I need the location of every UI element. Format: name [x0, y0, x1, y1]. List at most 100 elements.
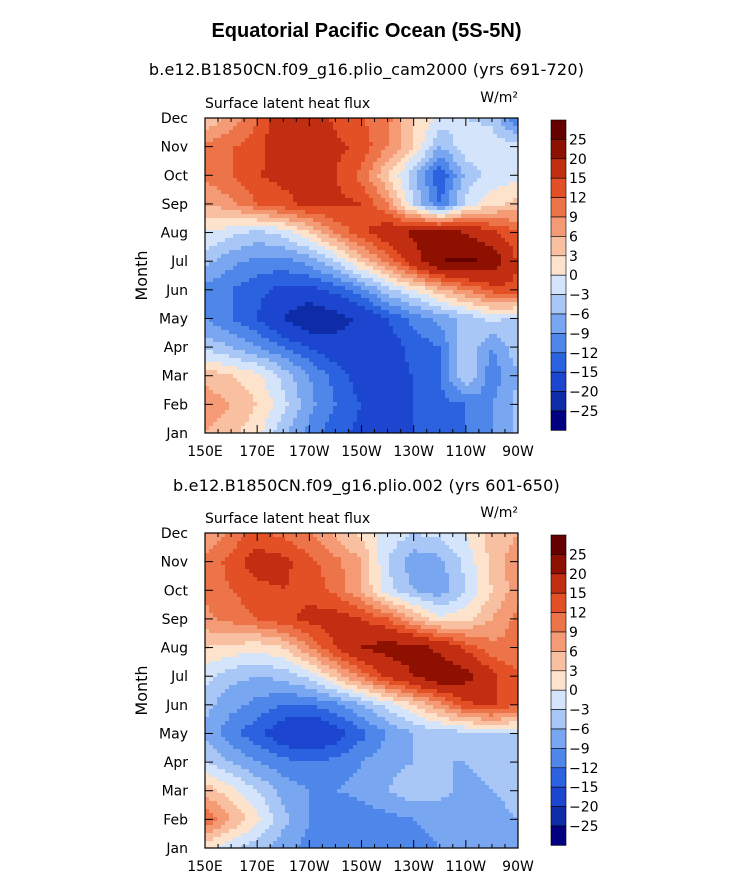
heatmap-cell — [317, 134, 322, 139]
heatmap-cell — [337, 254, 342, 259]
heatmap-cell — [325, 358, 330, 363]
heatmap-cell — [261, 266, 266, 271]
heatmap-cell — [249, 198, 254, 203]
heatmap-cell — [433, 198, 438, 203]
heatmap-cell — [205, 278, 210, 283]
heatmap-cell — [217, 338, 222, 343]
heatmap-cell — [469, 170, 474, 175]
heatmap-cell — [381, 338, 386, 343]
heatmap-cell — [297, 278, 302, 283]
heatmap-cell — [473, 234, 478, 239]
heatmap-cell — [217, 294, 222, 299]
heatmap-cell — [269, 362, 274, 367]
heatmap-cell — [393, 170, 398, 175]
heatmap-cell — [381, 118, 386, 123]
heatmap-cell — [485, 158, 490, 163]
heatmap-cell — [413, 154, 418, 159]
heatmap-cell — [397, 334, 402, 339]
heatmap-cell — [429, 142, 434, 147]
heatmap-cell — [453, 254, 458, 259]
heatmap-cell — [357, 142, 362, 147]
heatmap-cell — [405, 238, 410, 243]
heatmap-cell — [277, 286, 282, 291]
heatmap-cell — [317, 294, 322, 299]
heatmap-cell — [477, 246, 482, 251]
heatmap-cell — [509, 334, 514, 339]
heatmap-cell — [505, 326, 510, 331]
heatmap-cell — [237, 158, 242, 163]
heatmap-cell — [513, 122, 518, 127]
heatmap-cell — [261, 170, 266, 175]
heatmap-cell — [357, 254, 362, 259]
heatmap-cell — [249, 318, 254, 323]
heatmap-cell — [429, 338, 434, 343]
heatmap-cell — [325, 290, 330, 295]
heatmap-cell — [461, 210, 466, 215]
heatmap-cell — [353, 306, 358, 311]
heatmap-cell — [469, 338, 474, 343]
heatmap-cell — [305, 258, 310, 263]
heatmap-cell — [277, 290, 282, 295]
heatmap-cell — [385, 234, 390, 239]
heatmap-cell — [453, 158, 458, 163]
heatmap-cell — [493, 170, 498, 175]
heatmap-cell — [373, 290, 378, 295]
heatmap-cell — [421, 342, 426, 347]
heatmap-cell — [305, 186, 310, 191]
heatmap-cell — [305, 262, 310, 267]
heatmap-cell — [433, 214, 438, 219]
heatmap-cell — [429, 226, 434, 231]
heatmap-cell — [385, 258, 390, 263]
heatmap-cell — [281, 234, 286, 239]
heatmap-cell — [405, 274, 410, 279]
heatmap-cell — [341, 126, 346, 131]
panel-1-title: b.e12.B1850CN.f09_g16.plio_cam2000 (yrs … — [148, 60, 585, 79]
heatmap-cell — [253, 270, 258, 275]
heatmap-cell — [245, 322, 250, 327]
heatmap-cell — [265, 362, 270, 367]
heatmap-cell — [365, 366, 370, 371]
heatmap-cell — [453, 366, 458, 371]
heatmap-cell — [293, 246, 298, 251]
heatmap-cell — [337, 358, 342, 363]
heatmap-cell — [349, 358, 354, 363]
heatmap-cell — [453, 194, 458, 199]
heatmap-cell — [457, 290, 462, 295]
heatmap-cell — [445, 278, 450, 283]
heatmap-cell — [237, 258, 242, 263]
heatmap-cell — [457, 306, 462, 311]
heatmap-cell — [449, 118, 454, 123]
heatmap-cell — [421, 166, 426, 171]
heatmap-cell — [457, 206, 462, 211]
heatmap-cell — [261, 146, 266, 151]
heatmap-cell — [373, 122, 378, 127]
heatmap-cell — [497, 158, 502, 163]
heatmap-cell — [269, 154, 274, 159]
heatmap-cell — [301, 214, 306, 219]
heatmap-cell — [497, 366, 502, 371]
heatmap-cell — [237, 186, 242, 191]
heatmap-cell — [337, 246, 342, 251]
heatmap-cell — [333, 334, 338, 339]
heatmap-cell — [461, 342, 466, 347]
heatmap-cell — [217, 134, 222, 139]
heatmap-cell — [493, 134, 498, 139]
heatmap-cell — [325, 238, 330, 243]
heatmap-cell — [205, 118, 210, 123]
heatmap-cell — [245, 146, 250, 151]
heatmap-cell — [345, 162, 350, 167]
heatmap-cell — [505, 334, 510, 339]
heatmap-cell — [365, 194, 370, 199]
heatmap-cell — [285, 330, 290, 335]
heatmap-cell — [301, 230, 306, 235]
heatmap-cell — [417, 274, 422, 279]
heatmap-cell — [233, 186, 238, 191]
heatmap-cell — [329, 254, 334, 259]
heatmap-cell — [305, 266, 310, 271]
heatmap-cell — [361, 362, 366, 367]
heatmap-cell — [333, 274, 338, 279]
heatmap-cell — [329, 246, 334, 251]
heatmap-cell — [273, 282, 278, 287]
heatmap-cell — [469, 274, 474, 279]
heatmap-cell — [457, 142, 462, 147]
